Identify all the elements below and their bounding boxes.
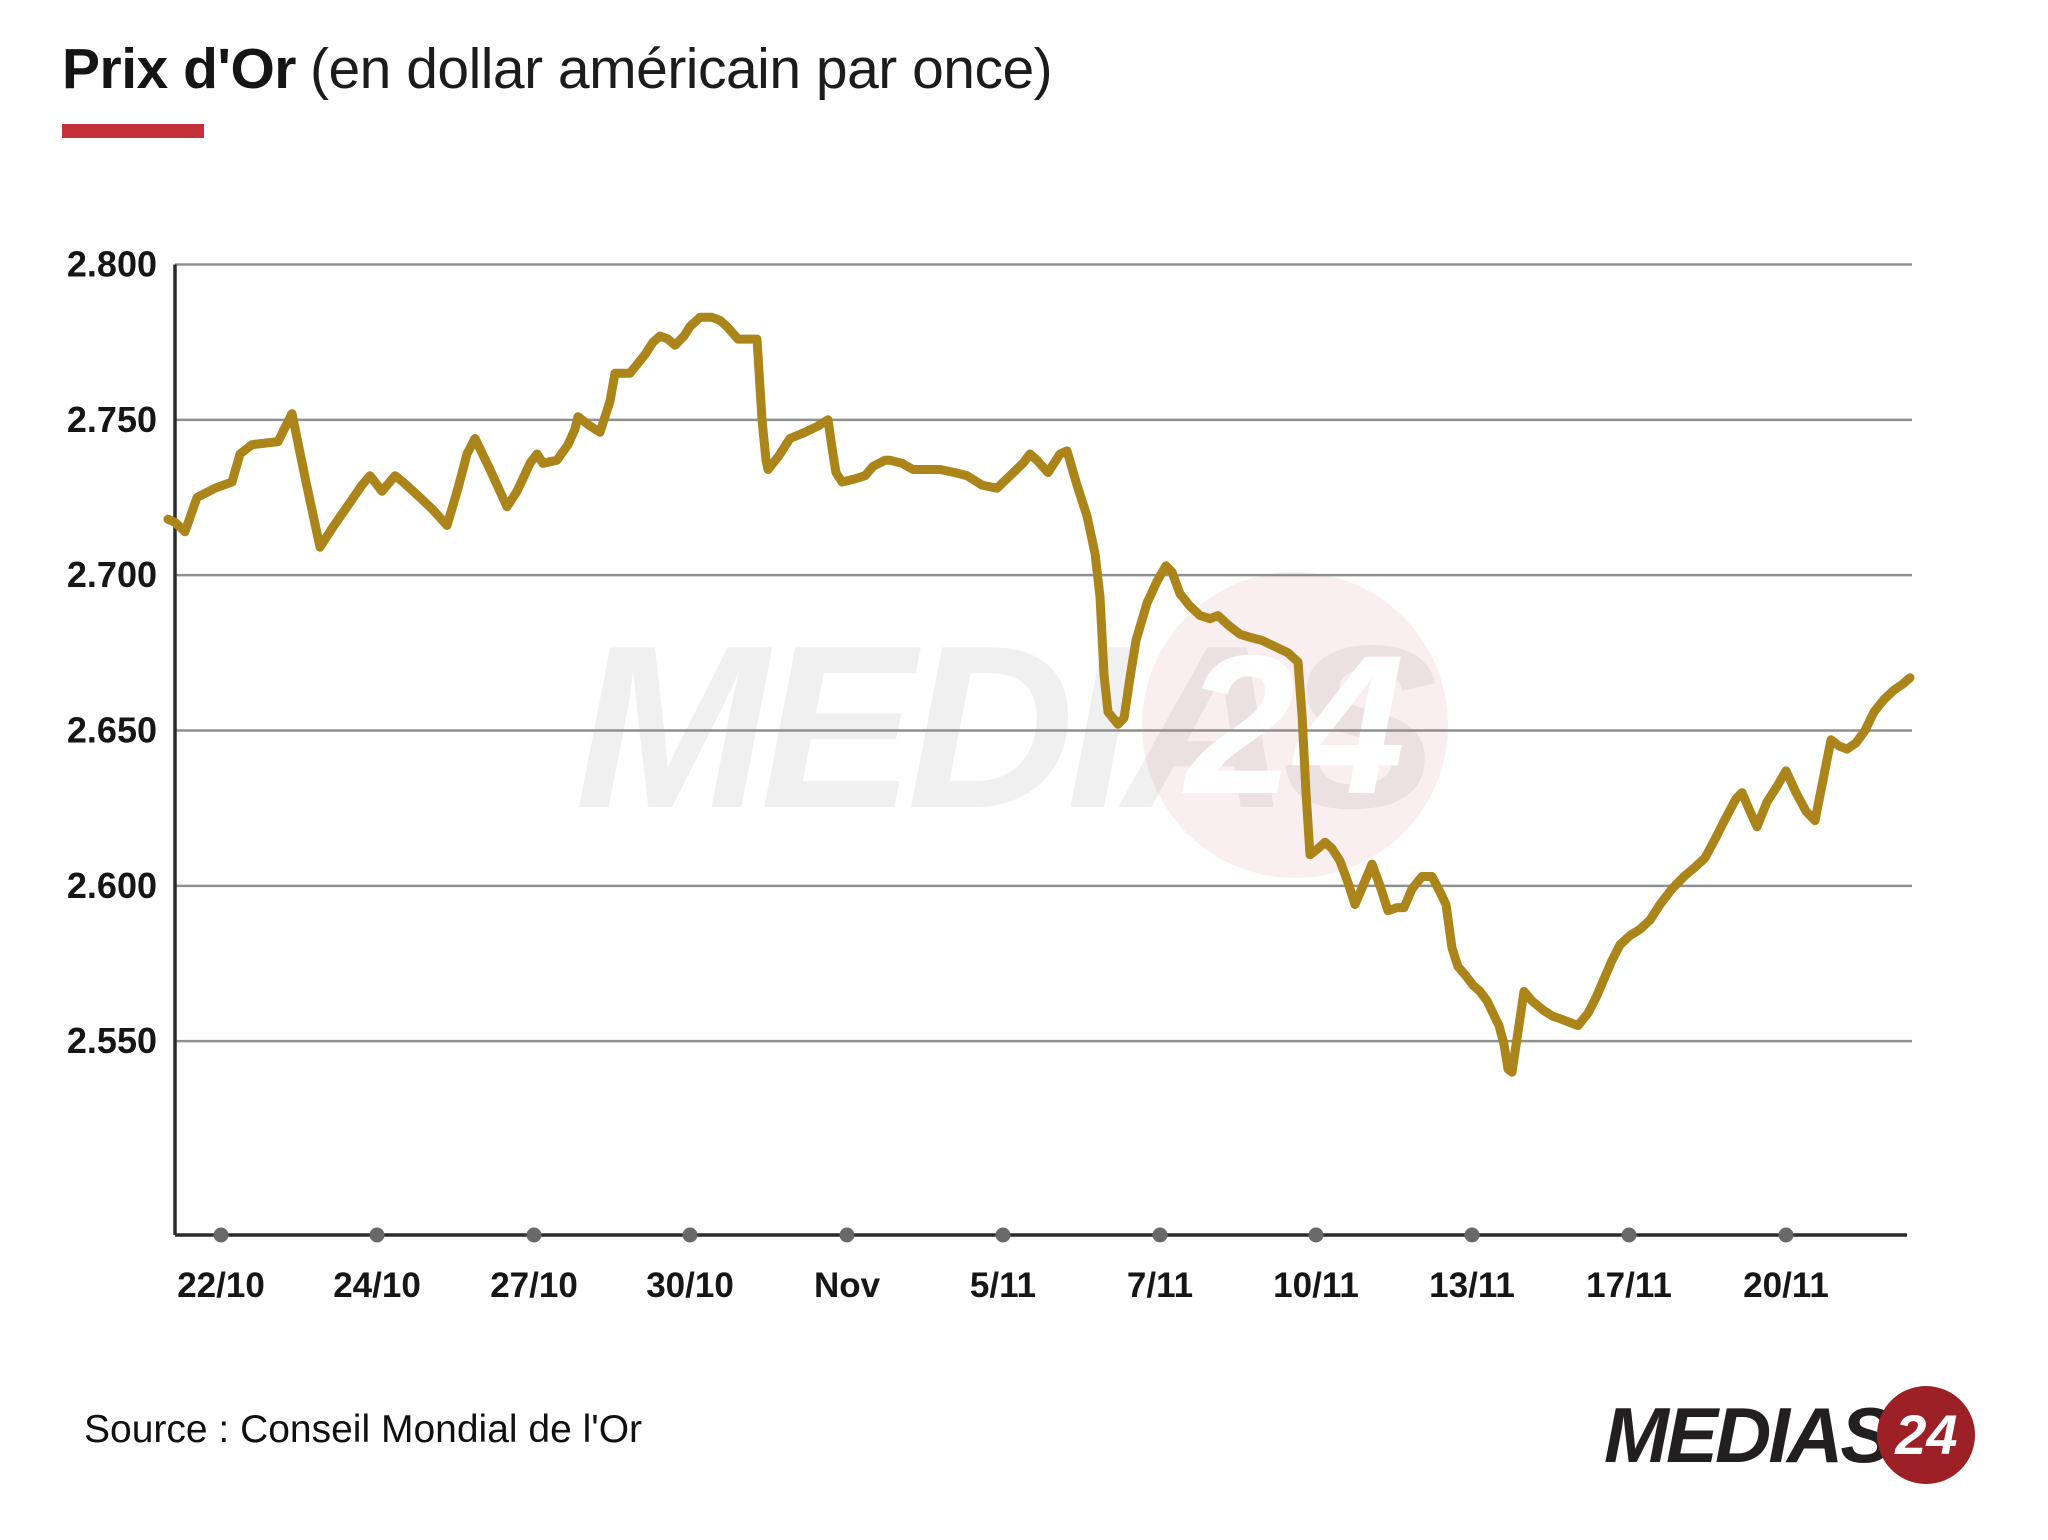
- x-axis-tick-label: 10/11: [1273, 1266, 1359, 1305]
- title-underline-accent: [62, 124, 204, 138]
- medias24-logo: MEDIAS 24: [1604, 1386, 1976, 1484]
- x-axis-tick-label: 22/10: [177, 1266, 265, 1305]
- x-axis-tick-dot: [1308, 1227, 1324, 1243]
- y-axis-tick-label: 2.650: [67, 709, 157, 750]
- x-axis-tick-dot: [682, 1227, 698, 1243]
- y-axis-tick-label: 2.700: [67, 554, 157, 595]
- y-axis-tick-label: 2.600: [67, 865, 157, 906]
- x-axis-tick-dot: [369, 1227, 385, 1243]
- y-axis-tick-label: 2.750: [67, 399, 157, 440]
- x-axis-tick-label: 24/10: [333, 1266, 421, 1305]
- y-axis-tick-label: 2.800: [67, 244, 157, 285]
- source-label: Source : Conseil Mondial de l'Or: [84, 1408, 643, 1451]
- x-axis-tick-dot: [839, 1227, 855, 1243]
- title-subtitle: (en dollar américain par once): [309, 37, 1053, 101]
- logo-badge-circle: 24: [1877, 1386, 1976, 1484]
- x-axis-tick-dot: [1778, 1227, 1794, 1243]
- x-axis-tick-label: 30/10: [646, 1266, 734, 1305]
- x-axis-tick-dot: [213, 1227, 229, 1243]
- x-axis-tick-label: 27/10: [490, 1266, 578, 1305]
- x-axis-tick-label: 20/11: [1743, 1266, 1829, 1305]
- x-axis-tick-label: 13/11: [1429, 1266, 1515, 1305]
- x-axis-tick-dot: [1621, 1227, 1637, 1243]
- title-highlight: Prix d'Or: [62, 37, 296, 101]
- x-axis-tick-label: 17/11: [1586, 1266, 1672, 1305]
- x-axis-tick-dot: [526, 1227, 542, 1243]
- logo-text: MEDIAS: [1604, 1391, 1892, 1479]
- x-axis-tick-dot: [1152, 1227, 1168, 1243]
- gold-price-series-line: [163, 312, 1915, 1077]
- x-axis-tick-label: 7/11: [1127, 1266, 1193, 1305]
- x-axis-tick-dot: [995, 1227, 1011, 1243]
- y-axis-tick-label: 2.550: [67, 1020, 157, 1061]
- x-axis-tick-label: 5/11: [970, 1266, 1036, 1305]
- x-axis-tick-dot: [1464, 1227, 1480, 1243]
- x-axis-tick-label: Nov: [814, 1266, 881, 1305]
- logo-badge-number: 24: [1895, 1403, 1958, 1466]
- page-title: Prix d'Or (en dollar américain par once): [62, 36, 1053, 102]
